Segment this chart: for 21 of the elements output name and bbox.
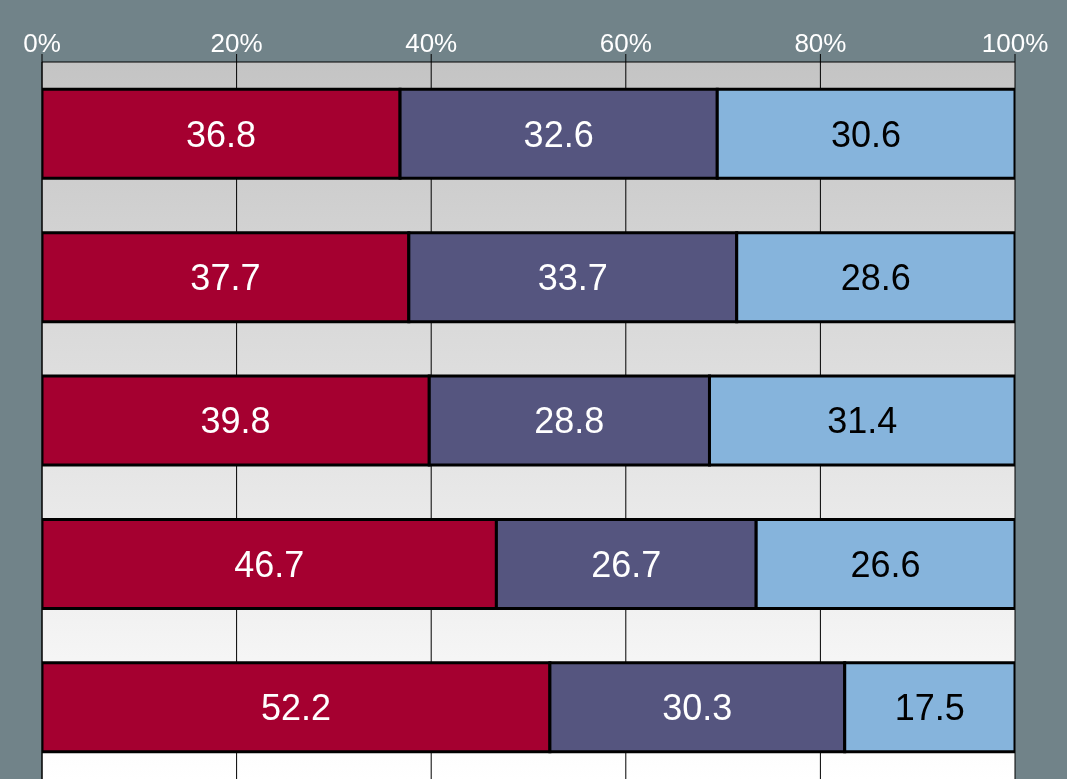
data-label: 46.7	[234, 543, 305, 585]
data-label: 52.2	[260, 687, 331, 729]
data-label: 30.3	[662, 687, 733, 729]
x-tick-label: 100%	[981, 28, 1049, 58]
data-label: 33.7	[537, 256, 608, 298]
data-label: 39.8	[200, 400, 271, 442]
x-tick-label: 60%	[599, 28, 652, 58]
data-label: 17.5	[894, 687, 965, 729]
x-tick-label: 0%	[23, 28, 61, 58]
data-label: 36.8	[185, 113, 257, 155]
data-label: 37.7	[190, 256, 261, 298]
data-label: 31.4	[827, 400, 898, 442]
data-label: 30.6	[831, 113, 902, 155]
data-label: 32.6	[523, 113, 594, 155]
data-label: 26.7	[591, 543, 662, 585]
data-label: 28.8	[534, 400, 605, 442]
data-label: 28.6	[840, 256, 911, 298]
x-tick-label: 40%	[405, 28, 458, 58]
x-tick-label: 20%	[210, 28, 263, 58]
x-tick-label: 80%	[794, 28, 847, 58]
data-label: 26.6	[850, 543, 921, 585]
